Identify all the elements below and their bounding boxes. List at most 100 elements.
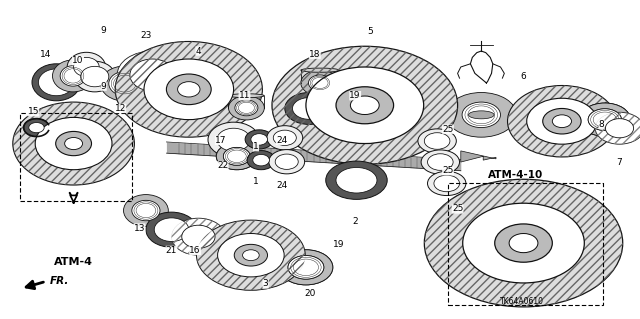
Ellipse shape	[428, 154, 453, 170]
Bar	[448, 183, 603, 305]
Ellipse shape	[495, 224, 552, 262]
Ellipse shape	[208, 122, 259, 157]
Text: 25: 25	[442, 125, 454, 134]
Text: TK64A0610: TK64A0610	[500, 297, 543, 306]
Ellipse shape	[228, 94, 264, 98]
Text: 25: 25	[442, 166, 454, 175]
Text: 20: 20	[305, 289, 316, 298]
Ellipse shape	[462, 102, 500, 128]
Ellipse shape	[243, 250, 259, 261]
Ellipse shape	[272, 46, 458, 164]
Text: FR.: FR.	[50, 276, 69, 286]
Ellipse shape	[251, 134, 268, 145]
Ellipse shape	[223, 147, 250, 165]
Text: 11: 11	[239, 91, 250, 100]
Ellipse shape	[60, 66, 86, 86]
Ellipse shape	[74, 57, 99, 77]
Ellipse shape	[336, 87, 394, 124]
Ellipse shape	[308, 75, 332, 91]
Ellipse shape	[279, 250, 333, 285]
Ellipse shape	[52, 60, 93, 92]
Ellipse shape	[527, 98, 597, 144]
Ellipse shape	[32, 64, 81, 101]
Text: 16: 16	[189, 246, 201, 255]
Ellipse shape	[117, 51, 188, 99]
Text: 23: 23	[140, 31, 152, 40]
Ellipse shape	[552, 115, 572, 128]
Ellipse shape	[24, 119, 49, 137]
Ellipse shape	[115, 41, 262, 137]
Text: 9: 9	[101, 82, 106, 91]
Ellipse shape	[595, 112, 640, 144]
Ellipse shape	[292, 98, 326, 119]
Ellipse shape	[216, 143, 257, 170]
Ellipse shape	[588, 109, 621, 130]
Ellipse shape	[166, 74, 211, 105]
Text: 25: 25	[452, 204, 463, 213]
Ellipse shape	[234, 244, 268, 266]
Ellipse shape	[306, 67, 424, 144]
Text: 4: 4	[196, 47, 201, 56]
Text: 21: 21	[166, 246, 177, 255]
Ellipse shape	[182, 225, 215, 248]
Ellipse shape	[275, 154, 298, 169]
Text: 13: 13	[134, 224, 145, 233]
Bar	[20, 113, 132, 201]
Ellipse shape	[543, 108, 581, 134]
Ellipse shape	[247, 151, 275, 170]
Ellipse shape	[196, 220, 305, 290]
Ellipse shape	[29, 122, 44, 133]
Polygon shape	[461, 151, 496, 162]
Ellipse shape	[146, 212, 197, 247]
Text: 18: 18	[309, 50, 321, 59]
Ellipse shape	[605, 119, 634, 138]
Text: 5: 5	[367, 27, 372, 36]
Text: 12: 12	[115, 104, 126, 113]
Ellipse shape	[178, 82, 200, 97]
Ellipse shape	[424, 133, 450, 149]
Ellipse shape	[446, 93, 516, 137]
Ellipse shape	[279, 250, 333, 285]
Ellipse shape	[35, 117, 112, 170]
Text: 22: 22	[217, 161, 228, 170]
Ellipse shape	[288, 256, 324, 279]
Ellipse shape	[218, 234, 284, 277]
Ellipse shape	[579, 103, 630, 136]
Ellipse shape	[267, 126, 303, 150]
Ellipse shape	[100, 66, 149, 101]
Ellipse shape	[130, 59, 175, 91]
Ellipse shape	[579, 103, 630, 136]
Ellipse shape	[434, 175, 460, 192]
Ellipse shape	[65, 137, 83, 150]
Ellipse shape	[144, 59, 234, 120]
Ellipse shape	[273, 130, 296, 145]
Text: 17: 17	[215, 136, 227, 145]
Ellipse shape	[109, 71, 141, 96]
Ellipse shape	[418, 129, 456, 153]
Ellipse shape	[154, 218, 189, 241]
Ellipse shape	[217, 128, 250, 151]
Ellipse shape	[228, 96, 264, 120]
Ellipse shape	[13, 102, 134, 185]
Text: 19: 19	[349, 91, 361, 100]
Ellipse shape	[351, 96, 379, 115]
Ellipse shape	[421, 150, 460, 174]
Text: 1: 1	[253, 177, 259, 186]
Text: 14: 14	[40, 50, 52, 59]
Text: 1: 1	[253, 142, 259, 151]
Ellipse shape	[67, 52, 106, 82]
Ellipse shape	[428, 171, 466, 196]
Text: 6: 6	[521, 72, 526, 81]
Ellipse shape	[216, 143, 257, 170]
Ellipse shape	[424, 179, 623, 307]
Ellipse shape	[132, 200, 160, 221]
Ellipse shape	[235, 100, 258, 116]
Text: 15: 15	[28, 107, 39, 116]
Ellipse shape	[38, 69, 74, 96]
Ellipse shape	[223, 147, 250, 165]
Ellipse shape	[288, 256, 324, 279]
Ellipse shape	[301, 70, 339, 96]
Ellipse shape	[301, 68, 339, 72]
Ellipse shape	[588, 109, 621, 130]
Text: 10: 10	[72, 56, 84, 65]
